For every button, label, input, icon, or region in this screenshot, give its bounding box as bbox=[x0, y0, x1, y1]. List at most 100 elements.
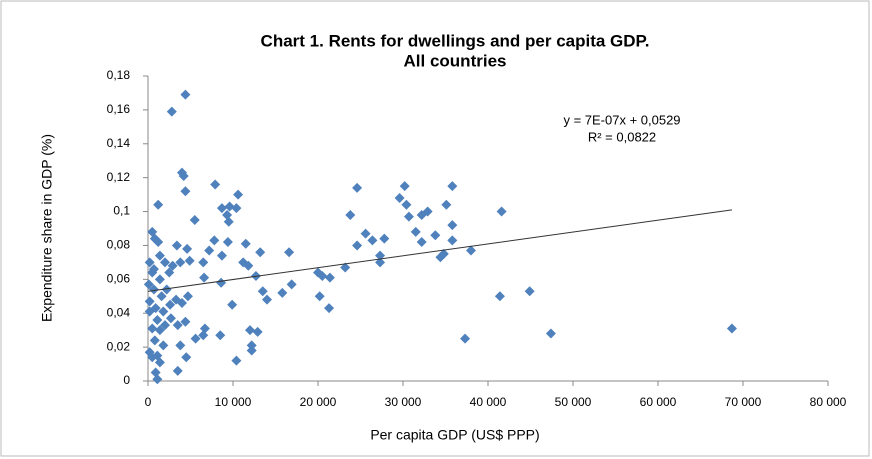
data-point bbox=[175, 340, 186, 351]
data-point bbox=[401, 199, 412, 210]
data-point bbox=[167, 260, 178, 271]
data-point bbox=[148, 284, 159, 295]
data-point bbox=[399, 181, 410, 192]
data-point bbox=[726, 323, 737, 334]
data-point bbox=[345, 209, 356, 220]
x-axis-label: Per capita GDP (US$ PPP) bbox=[370, 427, 539, 443]
x-tick-label: 80 000 bbox=[810, 395, 847, 409]
data-point bbox=[286, 279, 297, 290]
data-point bbox=[147, 323, 158, 334]
data-point bbox=[198, 330, 209, 341]
data-point bbox=[180, 89, 191, 100]
data-point bbox=[154, 325, 165, 336]
data-point bbox=[246, 340, 257, 351]
data-point bbox=[149, 335, 160, 346]
data-point bbox=[152, 374, 163, 385]
chart-title: All countries bbox=[404, 51, 507, 70]
data-point bbox=[180, 316, 191, 327]
data-point bbox=[324, 272, 335, 283]
data-point bbox=[231, 203, 242, 214]
data-point bbox=[199, 323, 210, 334]
x-tick-label: 50 000 bbox=[555, 395, 592, 409]
y-tick-label: 0,08 bbox=[107, 238, 131, 252]
data-point bbox=[416, 237, 427, 248]
data-point bbox=[430, 230, 441, 241]
y-tick-label: 0,02 bbox=[107, 339, 131, 353]
data-point bbox=[403, 211, 414, 222]
data-point bbox=[438, 248, 449, 259]
y-axis-label: Expenditure share in GDP (%) bbox=[39, 134, 55, 322]
trend-equation: y = 7E-07x + 0,0529 bbox=[563, 112, 680, 127]
data-point bbox=[277, 287, 288, 298]
data-point bbox=[447, 181, 458, 192]
data-point bbox=[171, 240, 182, 251]
data-point bbox=[284, 247, 295, 258]
data-point bbox=[158, 340, 169, 351]
data-point bbox=[147, 226, 158, 237]
data-point bbox=[148, 264, 159, 275]
data-point bbox=[223, 216, 234, 227]
data-point bbox=[153, 237, 164, 248]
x-tick-label: 10 000 bbox=[215, 395, 252, 409]
data-point bbox=[360, 228, 371, 239]
data-point bbox=[238, 257, 249, 268]
data-point bbox=[394, 193, 405, 203]
data-point bbox=[222, 237, 233, 248]
data-point bbox=[154, 250, 165, 261]
data-point bbox=[178, 170, 189, 181]
data-point bbox=[210, 179, 221, 190]
data-point bbox=[441, 199, 452, 210]
data-point bbox=[161, 284, 172, 295]
y-tick-label: 0,04 bbox=[107, 305, 131, 319]
x-tick-label: 70 000 bbox=[725, 395, 762, 409]
data-point bbox=[255, 247, 266, 258]
data-point bbox=[150, 367, 161, 378]
data-point bbox=[524, 286, 535, 297]
data-point bbox=[352, 240, 363, 251]
data-point bbox=[494, 291, 505, 302]
data-point bbox=[466, 245, 476, 256]
data-point bbox=[240, 238, 251, 249]
data-point bbox=[222, 209, 233, 220]
data-point bbox=[156, 291, 167, 302]
x-tick-label: 20 000 bbox=[300, 395, 337, 409]
data-point bbox=[379, 233, 390, 244]
data-point bbox=[164, 267, 175, 278]
data-point bbox=[153, 199, 164, 210]
data-point bbox=[231, 355, 242, 366]
data-point bbox=[143, 279, 154, 290]
data-point bbox=[144, 257, 155, 268]
data-point bbox=[166, 106, 177, 117]
data-point bbox=[233, 189, 244, 200]
data-point bbox=[147, 352, 158, 363]
data-point bbox=[152, 315, 163, 325]
trendline bbox=[147, 209, 733, 292]
data-point bbox=[460, 333, 471, 344]
data-point bbox=[447, 220, 458, 231]
data-point bbox=[172, 320, 183, 331]
data-point bbox=[257, 286, 268, 297]
data-point bbox=[252, 326, 263, 337]
y-tick-label: 0,14 bbox=[107, 136, 131, 150]
data-point bbox=[198, 257, 209, 268]
x-tick-label: 30 000 bbox=[385, 395, 422, 409]
y-tick-label: 0,1 bbox=[113, 204, 130, 218]
data-point bbox=[171, 294, 182, 305]
x-tick-label: 60 000 bbox=[640, 395, 677, 409]
data-point bbox=[204, 245, 215, 256]
data-point bbox=[184, 255, 195, 266]
data-point bbox=[314, 291, 325, 302]
data-point bbox=[375, 250, 386, 261]
data-point bbox=[172, 365, 183, 376]
data-point bbox=[182, 291, 193, 302]
chart-title: Chart 1. Rents for dwellings and per cap… bbox=[261, 31, 650, 50]
data-point bbox=[352, 182, 363, 193]
data-point bbox=[154, 357, 165, 368]
x-tick-label: 40 000 bbox=[470, 395, 507, 409]
data-point bbox=[246, 345, 257, 356]
y-tick-label: 0,16 bbox=[107, 102, 131, 116]
data-point bbox=[545, 328, 556, 339]
data-point bbox=[165, 299, 176, 310]
y-tick-label: 0,18 bbox=[107, 68, 131, 82]
